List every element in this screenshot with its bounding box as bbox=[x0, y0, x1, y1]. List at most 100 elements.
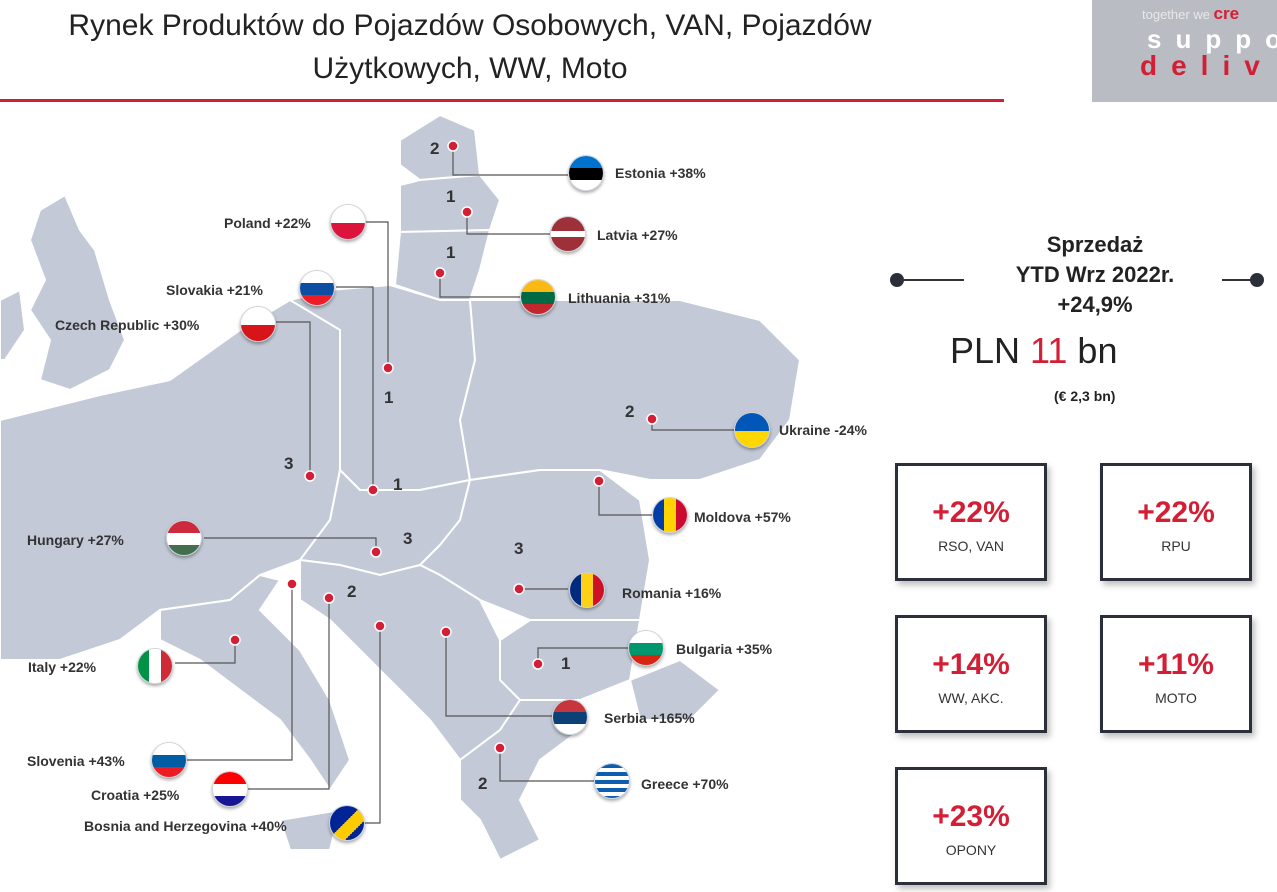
label-slovakia: Slovakia +21% bbox=[166, 282, 263, 298]
flag-italy-icon bbox=[137, 648, 173, 684]
flag-moldova-icon bbox=[652, 497, 688, 533]
map-region-lithuania bbox=[393, 228, 492, 301]
dot-slovakia bbox=[367, 484, 379, 496]
leader-lithuania bbox=[439, 273, 520, 298]
flag-slovakia-icon bbox=[299, 270, 335, 306]
label-moldova: Moldova +57% bbox=[694, 509, 791, 525]
dot-serbia bbox=[440, 626, 452, 638]
label-romania: Romania +16% bbox=[622, 585, 722, 601]
map-region-uk bbox=[28, 193, 127, 392]
region-number: 3 bbox=[514, 539, 524, 558]
label-serbia: Serbia +165% bbox=[604, 710, 695, 726]
region-number: 3 bbox=[284, 454, 294, 473]
leader-poland bbox=[366, 221, 389, 368]
kpi-value: +22% bbox=[932, 496, 1010, 529]
kpi-caption: RSO, VAN bbox=[938, 538, 1004, 554]
flag-lithuania-icon bbox=[520, 279, 556, 315]
sales-heading: Sprzedaż YTD Wrz 2022r. +24,9% bbox=[960, 230, 1230, 320]
flag-czech-icon bbox=[240, 306, 276, 342]
region-number: 1 bbox=[446, 243, 456, 262]
company-logo: together we cre suppo deliv bbox=[1092, 0, 1277, 102]
map-region-italy bbox=[159, 573, 352, 792]
region-number: 1 bbox=[446, 187, 456, 206]
dot-estonia bbox=[447, 140, 459, 152]
map-region-greece bbox=[459, 699, 581, 862]
flag-bulgaria-icon bbox=[628, 630, 664, 666]
dot-croatia bbox=[323, 592, 335, 604]
label-latvia: Latvia +27% bbox=[597, 227, 678, 243]
leader-estonia bbox=[452, 146, 568, 176]
dot-ukraine bbox=[646, 413, 658, 425]
leader-latvia bbox=[466, 212, 550, 235]
flag-slovenia-icon bbox=[151, 742, 187, 778]
flag-greece-icon bbox=[594, 763, 630, 799]
title-line-2: Użytkowych, WW, Moto bbox=[312, 52, 628, 85]
leader-bosnia bbox=[365, 626, 381, 824]
flag-croatia-icon bbox=[212, 771, 248, 807]
dot-bulgaria bbox=[532, 658, 544, 670]
flag-hungary-icon bbox=[166, 520, 202, 556]
sales-line-left bbox=[900, 279, 964, 281]
flag-poland-icon bbox=[330, 204, 366, 240]
kpi-caption: MOTO bbox=[1155, 690, 1197, 706]
region-number: 2 bbox=[430, 139, 440, 158]
sales-line-right bbox=[1222, 279, 1262, 281]
label-hungary: Hungary +27% bbox=[27, 532, 124, 548]
europe-map bbox=[0, 113, 802, 862]
kpi-caption: OPONY bbox=[945, 842, 997, 858]
sales-pln-value: PLN 11 bn bbox=[950, 330, 1118, 371]
map-region-turkey bbox=[628, 658, 722, 721]
leader-slovenia bbox=[187, 584, 293, 761]
kpi-value: +14% bbox=[932, 648, 1010, 681]
label-lithuania: Lithuania +31% bbox=[568, 290, 671, 306]
label-bulgaria: Bulgaria +35% bbox=[676, 641, 773, 657]
kpi-card-rpu: +22% RPU bbox=[1100, 463, 1252, 581]
leader-moldova bbox=[598, 481, 652, 516]
kpi-card-moto: +11% MOTO bbox=[1100, 615, 1252, 733]
kpi-card-opony: +23% OPONY bbox=[895, 767, 1047, 885]
kpi-value: +23% bbox=[932, 800, 1010, 833]
kpi-value: +22% bbox=[1137, 496, 1215, 529]
kpi-caption: WW, AKC. bbox=[938, 690, 1004, 706]
label-ukraine: Ukraine -24% bbox=[779, 422, 867, 438]
logo-tagline: together we cre bbox=[1142, 4, 1240, 23]
dot-lithuania bbox=[434, 267, 446, 279]
label-poland: Poland +22% bbox=[224, 215, 311, 231]
region-number: 3 bbox=[403, 529, 413, 548]
region-number: 2 bbox=[478, 774, 488, 793]
flag-estonia-icon bbox=[568, 155, 604, 191]
sales-heading-line1: Sprzedaż bbox=[1046, 232, 1144, 257]
leader-slovakia bbox=[336, 286, 374, 490]
page-title: Rynek Produktów do Pojazdów Osobowych, V… bbox=[0, 4, 940, 90]
sales-line-left-dot bbox=[890, 273, 904, 287]
flag-bosnia-icon bbox=[329, 805, 365, 841]
logo-word-support: suppo bbox=[1147, 24, 1277, 54]
flag-romania-icon bbox=[569, 572, 605, 608]
sales-heading-line3: +24,9% bbox=[1057, 292, 1133, 317]
label-czech-republic: Czech Republic +30% bbox=[55, 317, 200, 333]
title-line-1: Rynek Produktów do Pojazdów Osobowych, V… bbox=[68, 9, 872, 42]
label-greece: Greece +70% bbox=[641, 776, 729, 792]
kpi-caption: RPU bbox=[1161, 538, 1191, 554]
map-region-sicily bbox=[278, 808, 342, 851]
kpi-card-rso-van: +22% RSO, VAN bbox=[895, 463, 1047, 581]
kpi-card-ww-akc: +14% WW, AKC. bbox=[895, 615, 1047, 733]
region-number: 1 bbox=[561, 654, 571, 673]
label-italy: Italy +22% bbox=[28, 659, 97, 675]
leader-greece bbox=[499, 748, 594, 782]
logo-word-deliver: deliv bbox=[1140, 50, 1274, 81]
dot-hungary bbox=[370, 546, 382, 558]
region-number: 2 bbox=[347, 582, 357, 601]
dot-latvia bbox=[461, 206, 473, 218]
leader-italy bbox=[175, 640, 236, 664]
sales-line-right-dot bbox=[1250, 273, 1264, 287]
label-bosnia: Bosnia and Herzegovina +40% bbox=[84, 818, 287, 834]
sales-eur-value: (€ 2,3 bn) bbox=[1054, 388, 1116, 404]
flag-latvia-icon bbox=[550, 216, 586, 252]
label-estonia: Estonia +38% bbox=[615, 165, 706, 181]
kpi-value: +11% bbox=[1138, 648, 1214, 681]
leader-croatia bbox=[248, 598, 330, 790]
dot-slovenia bbox=[286, 578, 298, 590]
title-underline bbox=[0, 99, 1004, 102]
dot-romania bbox=[513, 583, 525, 595]
